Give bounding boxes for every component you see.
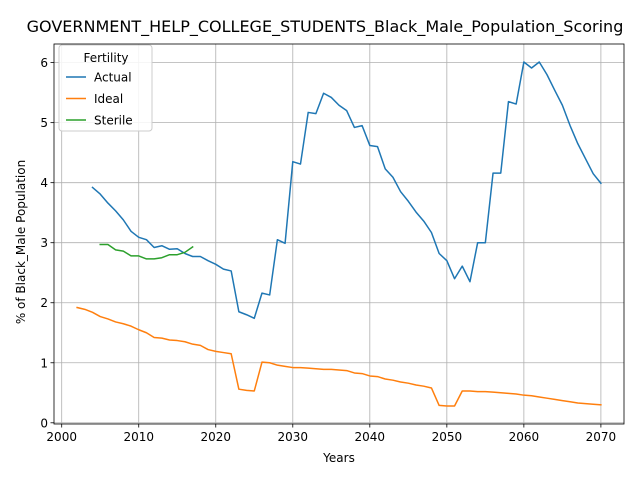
x-tick-label: 2040 — [355, 430, 386, 444]
legend-label-sterile: Sterile — [94, 114, 133, 128]
x-tick-label: 2070 — [586, 430, 617, 444]
series-line-ideal — [76, 306, 602, 407]
legend-label-actual: Actual — [94, 71, 132, 85]
legend-box — [58, 44, 153, 132]
y-tick-label: 4 — [40, 176, 48, 190]
y-axis-label: % of Black_Male Population — [14, 160, 28, 324]
legend-label-ideal: Ideal — [94, 92, 123, 106]
legend-title: Fertility — [83, 51, 128, 65]
y-tick-label: 5 — [40, 116, 48, 130]
x-tick-label: 2020 — [200, 430, 231, 444]
x-tick-label: 2000 — [46, 430, 77, 444]
series-lines — [76, 61, 602, 407]
y-tick-label: 0 — [40, 416, 48, 430]
x-tick-label: 2060 — [509, 430, 540, 444]
x-axis-label: Years — [322, 451, 355, 465]
legend: Fertility Actual Ideal Sterile — [58, 44, 153, 132]
y-tick-label: 1 — [40, 356, 48, 370]
y-tick-label: 2 — [40, 296, 48, 310]
legend-entries: Actual Ideal Sterile — [66, 71, 133, 128]
series-line-sterile — [99, 243, 194, 260]
chart-title: GOVERNMENT_HELP_COLLEGE_STUDENTS_Black_M… — [27, 17, 624, 37]
y-tick-label: 3 — [40, 236, 48, 250]
series-line-actual — [91, 61, 602, 320]
grid — [54, 44, 624, 424]
x-tick-label: 2030 — [278, 430, 309, 444]
plot-frame — [53, 43, 625, 425]
y-tick-label: 6 — [40, 56, 48, 70]
x-tick-label: 2010 — [123, 430, 154, 444]
x-tick-label: 2050 — [432, 430, 463, 444]
axis-ticks: 2000 2010 2020 2030 2040 2050 2060 2070 0 1 2 3 4 5 6 — [40, 56, 616, 444]
